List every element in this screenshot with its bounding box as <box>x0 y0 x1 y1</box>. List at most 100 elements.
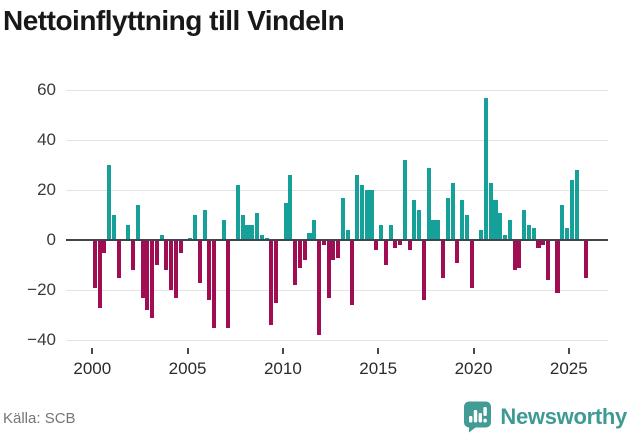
bar-2023-q2 <box>536 240 541 248</box>
bar-2021-q1 <box>493 200 498 240</box>
bar-2009-q3 <box>274 240 279 303</box>
bar-2022-q2 <box>517 240 522 268</box>
bar-2013-q4 <box>355 175 360 240</box>
bar-2018-q3 <box>445 197 450 240</box>
bar-2025-q1 <box>569 180 574 240</box>
bar-2001-q1 <box>111 215 116 240</box>
gridline--20 <box>66 290 608 291</box>
bar-2011-q2 <box>307 232 312 240</box>
x-axis-label-2015: 2015 <box>359 359 398 378</box>
bar-2003-q4 <box>164 240 169 270</box>
x-axis-tick-2025 <box>567 348 570 354</box>
bar-2020-q2 <box>479 230 484 240</box>
bar-2022-q3 <box>522 210 527 240</box>
bar-2005-q3 <box>197 240 202 283</box>
bar-2017-q1 <box>417 210 422 240</box>
bar-2014-q2 <box>364 190 369 240</box>
bar-2005-q2 <box>192 215 198 240</box>
bar-2024-q4 <box>565 227 570 240</box>
bar-2025-q4 <box>584 240 589 278</box>
bar-2021-q3 <box>503 235 508 240</box>
bar-2008-q4 <box>259 235 264 240</box>
newsworthy-logo[interactable]: Newsworthy <box>463 401 627 433</box>
bar-2002-q2 <box>135 205 140 240</box>
y-axis-label-40: 40 <box>37 130 56 149</box>
bar-2018-q2 <box>441 240 446 278</box>
bar-2008-q2 <box>250 225 255 240</box>
y-axis-label--20: −20 <box>27 280 56 299</box>
bar-2015-q2 <box>383 240 388 265</box>
bar-2013-q2 <box>345 230 350 240</box>
bar-2024-q3 <box>560 205 565 240</box>
bar-2017-q4 <box>431 220 436 240</box>
bar-2019-q2 <box>460 200 465 240</box>
bar-2003-q2 <box>154 240 159 265</box>
bar-2024-q2 <box>555 240 560 293</box>
bar-2017-q3 <box>426 167 431 240</box>
bar-2007-q3 <box>235 185 240 240</box>
brand-name: Newsworthy <box>500 404 627 429</box>
bar-2009-q1 <box>264 237 269 240</box>
bar-2013-q3 <box>350 240 355 305</box>
bar-2020-q4 <box>488 182 493 240</box>
bar-2002-q4 <box>145 240 150 310</box>
bar-2005-q1 <box>188 237 193 240</box>
bar-2012-q3 <box>331 240 336 260</box>
y-axis-label-60: 60 <box>37 80 56 99</box>
bar-2018-q4 <box>450 182 455 240</box>
bar-2008-q3 <box>254 212 260 240</box>
bar-2016-q1 <box>398 240 403 245</box>
bar-2014-q4 <box>374 240 379 250</box>
bar-2014-q3 <box>369 190 374 240</box>
bar-2016-q3 <box>407 240 412 250</box>
x-axis-label-2005: 2005 <box>168 359 207 378</box>
bar-2005-q4 <box>202 210 207 240</box>
bar-2006-q1 <box>207 240 212 300</box>
x-axis-label-2000: 2000 <box>73 359 112 378</box>
bar-2015-q3 <box>388 225 393 240</box>
gridline-60 <box>66 90 608 91</box>
bar-2001-q2 <box>116 240 121 278</box>
bar-2002-q3 <box>140 240 145 298</box>
bar-2001-q4 <box>126 225 131 240</box>
bar-2023-q4 <box>545 240 551 280</box>
bar-2012-q2 <box>326 240 331 298</box>
gridline--40 <box>66 340 608 341</box>
bar-2010-q1 <box>283 202 288 240</box>
gridline-40 <box>66 140 608 141</box>
bar-2004-q1 <box>169 240 174 290</box>
bar-2000-q4 <box>107 165 112 240</box>
bar-2012-q4 <box>336 240 341 258</box>
bar-2013-q1 <box>340 197 345 240</box>
bar-2011-q4 <box>316 240 322 335</box>
bar-2003-q3 <box>159 235 164 240</box>
bar-2002-q1 <box>130 240 136 270</box>
bar-2011-q3 <box>312 220 317 240</box>
bar-2016-q2 <box>402 160 407 240</box>
zero-baseline <box>66 239 608 241</box>
bar-2016-q4 <box>412 200 417 240</box>
x-axis-tick-2015 <box>377 348 380 354</box>
bar-2011-q1 <box>302 240 307 260</box>
x-axis-label-2020: 2020 <box>454 359 493 378</box>
x-axis-tick-2005 <box>186 348 189 354</box>
bar-2003-q1 <box>150 240 155 318</box>
bar-2000-q3 <box>102 240 107 253</box>
bar-2007-q1 <box>226 240 231 328</box>
bar-2008-q1 <box>245 225 250 240</box>
bar-chart-badge-icon <box>464 401 492 433</box>
bar-2019-q1 <box>455 240 460 263</box>
bar-2006-q2 <box>212 240 217 328</box>
bar-2010-q4 <box>297 240 302 268</box>
bar-2022-q4 <box>526 225 531 240</box>
x-axis-tick-2020 <box>472 348 475 354</box>
bar-2012-q1 <box>321 240 326 245</box>
x-axis-label-2025: 2025 <box>549 359 588 378</box>
bar-2023-q3 <box>541 240 546 245</box>
chart-title: Nettoinflyttning till Vindeln <box>3 5 345 36</box>
bar-2007-q4 <box>240 215 245 240</box>
y-axis-label-20: 20 <box>37 180 56 199</box>
bar-2004-q3 <box>178 240 183 253</box>
